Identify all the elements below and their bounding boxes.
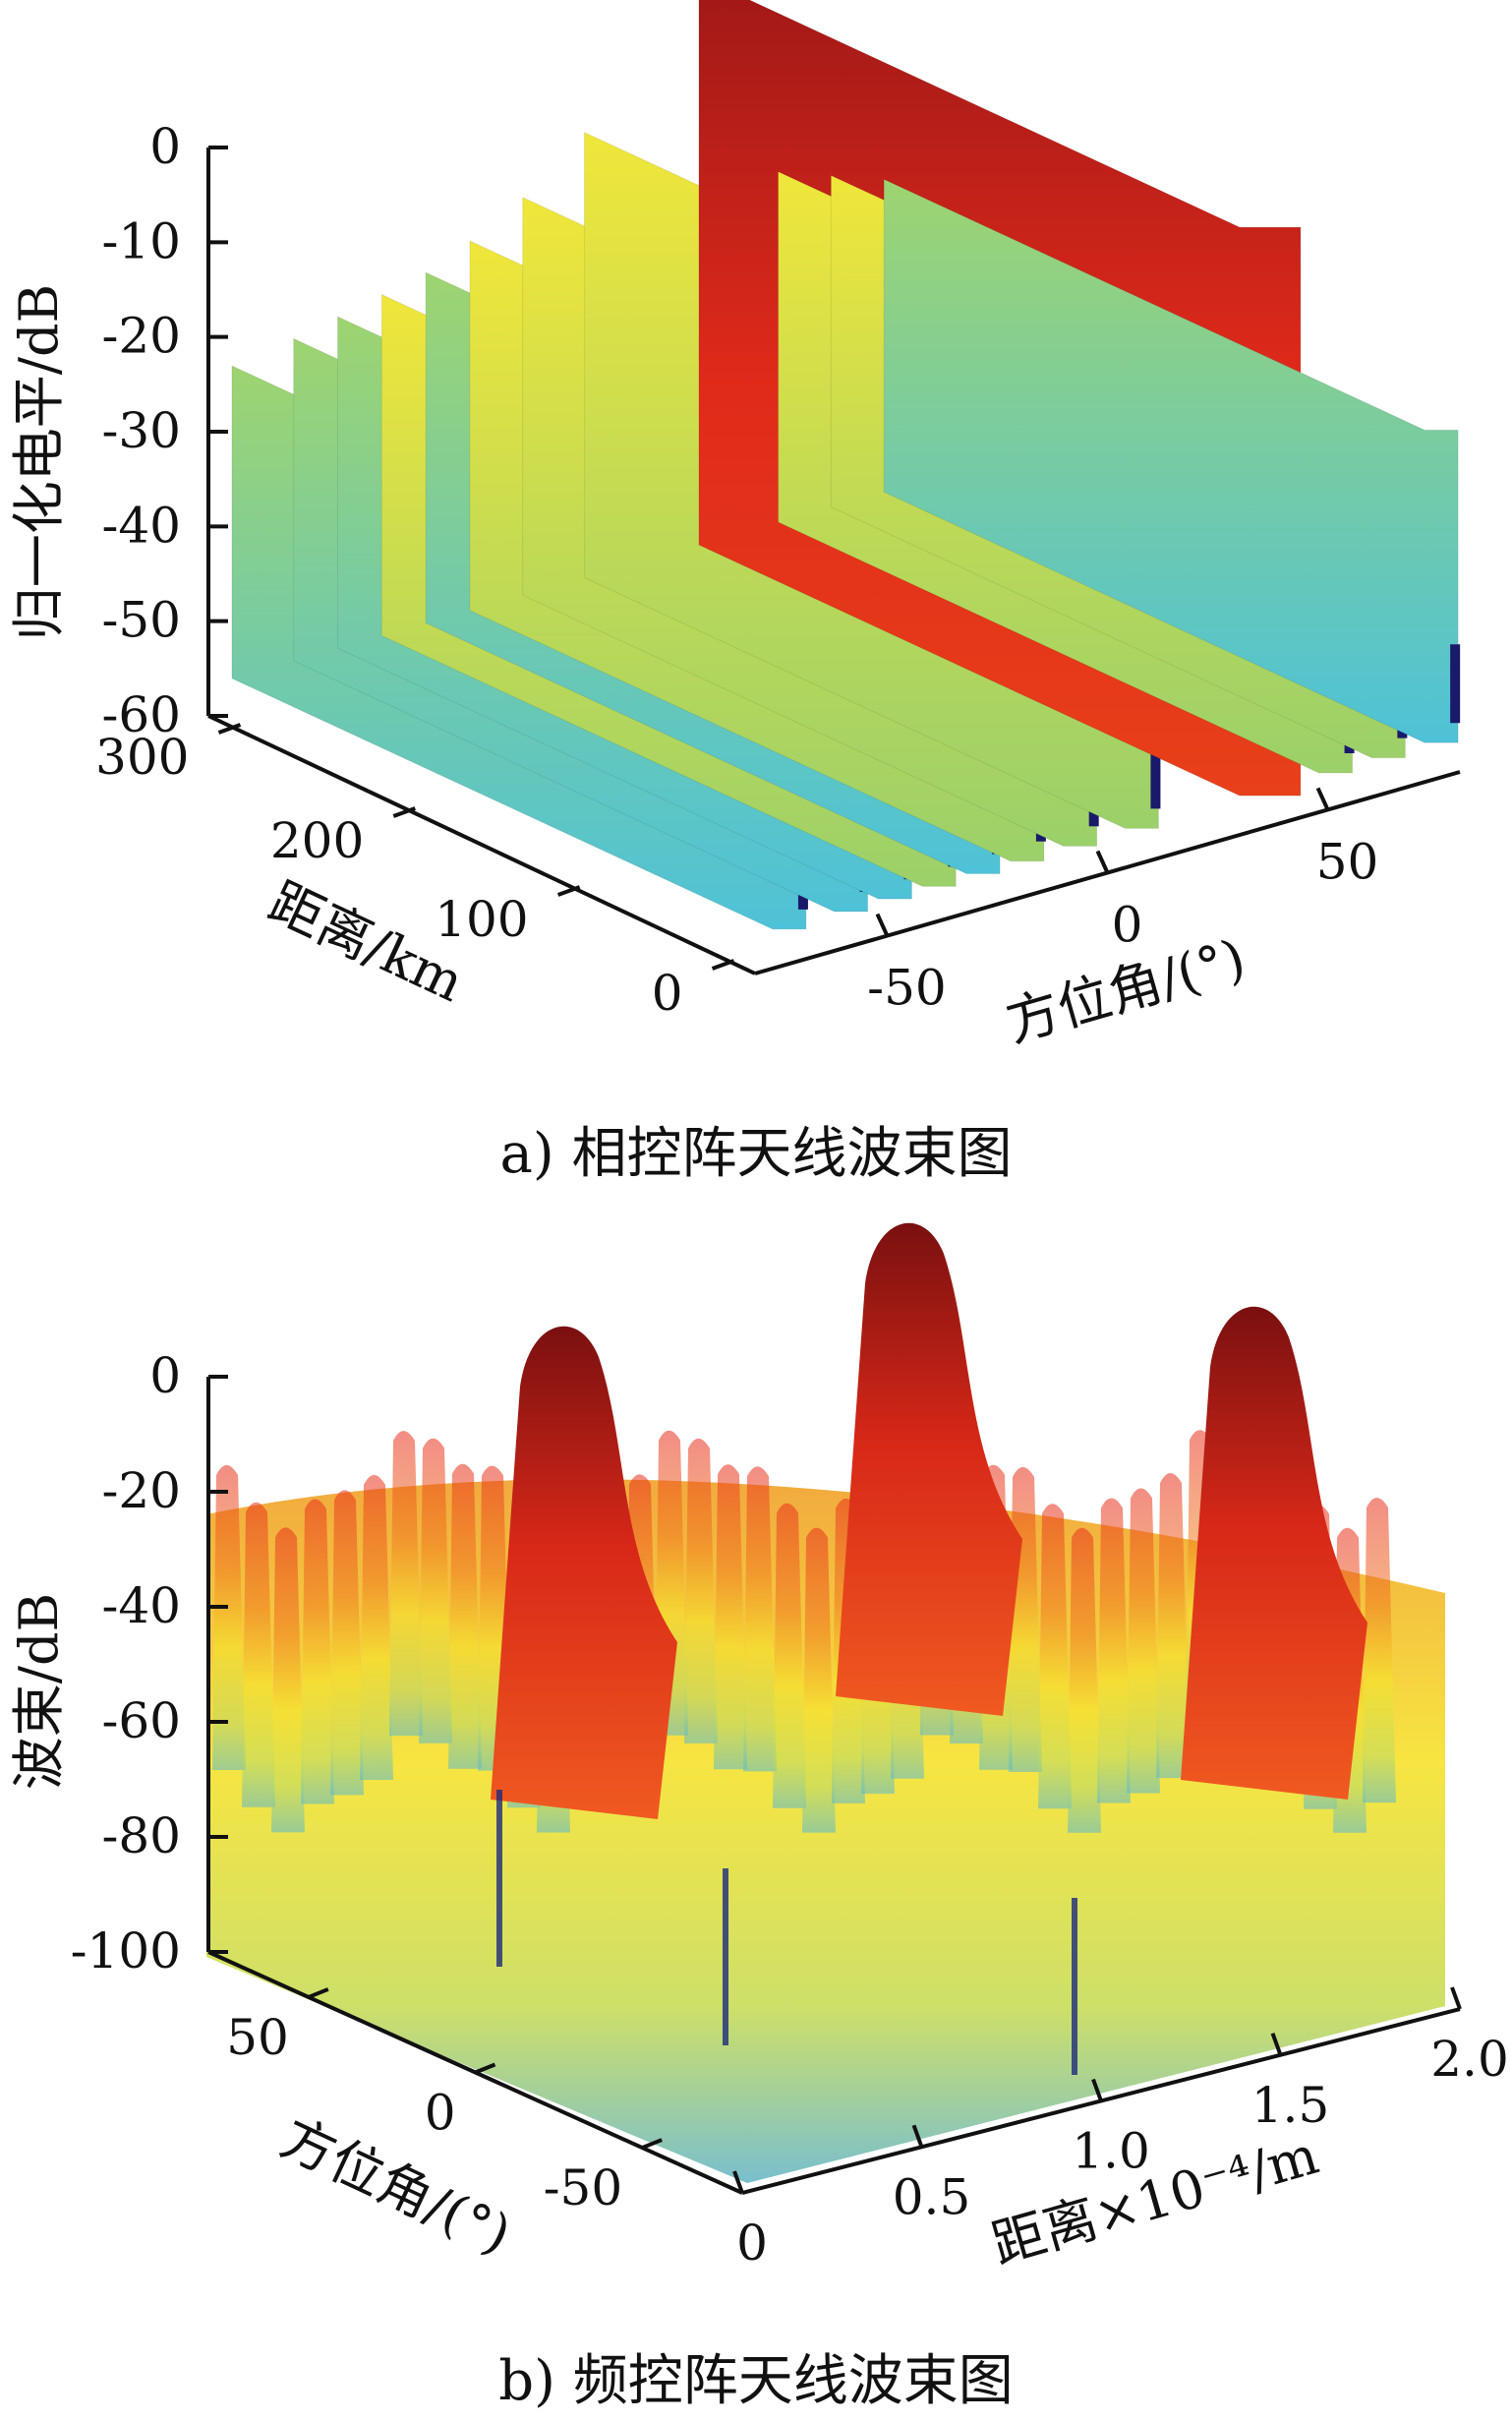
z-tick-label: 0 (149, 1347, 181, 1404)
main-lobe-peak (491, 1326, 677, 1819)
range-tick-mark (1091, 2078, 1103, 2102)
range-tick-mark (711, 959, 735, 971)
range-tick-label: 0.5 (893, 2168, 971, 2225)
sidelobe-ridge (1127, 1488, 1160, 1794)
azimuth-tick-mark (474, 2062, 496, 2075)
z-tick-label: -60 (101, 686, 181, 743)
range-tick-mark (217, 723, 242, 735)
sidelobe-ridge (330, 1490, 364, 1796)
range-axis-a: 300 200 100 0 (95, 714, 756, 1022)
null-streak (496, 1790, 502, 1967)
range-tick-label: 0 (652, 965, 683, 1022)
azimuth-tick-mark (641, 2138, 663, 2150)
sidelobe-ridge (1156, 1473, 1190, 1779)
azimuth-tick-label: 0 (425, 2085, 456, 2142)
z-axis-label: 波束/dB (8, 1593, 70, 1790)
azimuth-tick-label: 0 (1112, 897, 1143, 954)
null-notch (1450, 644, 1461, 724)
azimuth-tick-label: -50 (544, 2159, 623, 2216)
azimuth-tick-mark (1095, 850, 1110, 874)
azimuth-tick-label: 50 (226, 2009, 289, 2066)
range-tick-mark (556, 885, 581, 897)
sidelobe-ridge (684, 1438, 718, 1743)
azimuth-tick-mark (308, 1987, 329, 1999)
azimuth-axis-b: 50 0 -50 (207, 1950, 743, 2216)
z-tick-label: -20 (101, 1462, 181, 1519)
sidelobe-ridge (360, 1474, 393, 1780)
z-tick-label: -80 (101, 1807, 181, 1864)
z-axis-label: 归一化电平/dB (8, 284, 70, 640)
z-tick-label: -50 (101, 592, 181, 649)
range-axis-b: 0 0.5 1.0 1.5 2.0 (732, 1986, 1509, 2272)
z-tick-label: -20 (101, 308, 181, 365)
main-lobe-peak (1181, 1306, 1367, 1800)
z-tick-label: -60 (101, 1692, 181, 1749)
range-tick-mark (911, 2124, 924, 2148)
sidelobe-ridge (1038, 1504, 1072, 1809)
range-tick-label: 2.0 (1430, 2031, 1509, 2088)
range-tick-mark (1270, 2033, 1283, 2056)
azimuth-tick-label: -50 (867, 960, 947, 1017)
null-notch (1150, 730, 1161, 809)
sidelobe-ridge (743, 1466, 777, 1772)
range-tick-label: 1.5 (1251, 2077, 1330, 2134)
z-tick-label: -100 (71, 1922, 181, 1979)
azimuth-axis-label: 方位角/(°) (272, 2106, 521, 2266)
sidelobe-ridge (389, 1431, 423, 1737)
azimuth-tick-mark (875, 913, 890, 937)
sidelobe-ridge (271, 1527, 305, 1833)
range-tick-label: 100 (435, 891, 528, 948)
range-tick-label: 0 (736, 2215, 768, 2272)
sidelobe-ridge (1097, 1498, 1131, 1803)
sidelobe-ridge (212, 1465, 246, 1770)
range-tick-mark (732, 2170, 744, 2194)
range-tick-label: 300 (95, 729, 189, 786)
range-axis-line (207, 714, 756, 975)
range-tick-mark (392, 806, 416, 818)
frequency-diverse-array-beam-chart: 0 -20 -40 -60 -80 -100 50 0 -50 0 0.5 1.0 1.5 2.0 波… (8, 1222, 1509, 2413)
sidelobe-ridge (448, 1463, 482, 1769)
azimuth-tick-label: 50 (1316, 833, 1379, 890)
z-tick-label: -40 (101, 1577, 181, 1634)
sidelobe-ridge (1363, 1498, 1396, 1803)
null-streak (723, 1868, 728, 2045)
z-axis-b: 0 -20 -40 -60 -80 -100 (71, 1347, 228, 1979)
z-tick-label: -30 (101, 402, 181, 459)
sidelobe-ridge (242, 1502, 275, 1807)
sidelobe-ridge (773, 1503, 806, 1808)
main-lobe-peak (836, 1222, 1022, 1716)
range-axis-label: 距离×10⁻⁴/m (985, 2124, 1325, 2276)
sidelobe-ridge (883, 178, 1459, 743)
sidelobe-ridge (1009, 1467, 1042, 1773)
caption-a: a) 相控阵天线波束图 (499, 1122, 1012, 1186)
sidelobe-ridge (419, 1438, 452, 1743)
sidelobe-ridge (1068, 1527, 1101, 1833)
z-tick-label: -40 (101, 497, 181, 554)
azimuth-tick-mark (1315, 787, 1330, 811)
caption-b: b) 频控阵天线波束图 (498, 2349, 1014, 2413)
range-tick-mark (1450, 1986, 1462, 2010)
phased-array-beam-chart: 0 -10 -20 -30 -40 -50 -60 300 200 100 0 -50 0 50 归一… (8, 0, 1461, 1186)
azimuth-axis-a: -50 0 50 (754, 770, 1461, 1017)
sidelobe-ridge (301, 1499, 334, 1804)
null-streak (1072, 1898, 1077, 2075)
sidelobe-ridge (802, 1527, 836, 1833)
sidelobe-ridge (714, 1464, 747, 1770)
range-tick-label: 200 (270, 812, 364, 869)
phased-array-surface (231, 0, 1461, 930)
range-tick-label: 1.0 (1072, 2123, 1150, 2180)
z-tick-label: 0 (149, 118, 181, 175)
fda-surface (206, 1222, 1445, 2183)
z-axis-a: 0 -10 -20 -30 -40 -50 -60 (101, 118, 228, 743)
z-tick-label: -10 (101, 212, 181, 269)
